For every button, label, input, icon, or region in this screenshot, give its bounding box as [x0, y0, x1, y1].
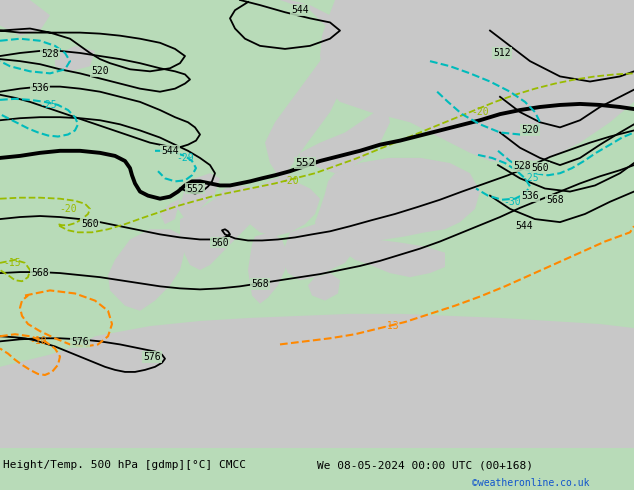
Text: 552: 552	[186, 184, 204, 194]
Text: -30: -30	[503, 197, 521, 207]
Polygon shape	[160, 199, 180, 224]
Text: 552: 552	[295, 158, 315, 168]
Text: -20: -20	[471, 107, 489, 117]
Text: 568: 568	[546, 195, 564, 205]
Polygon shape	[250, 178, 320, 236]
Text: -13: -13	[381, 321, 399, 331]
Text: 576: 576	[143, 352, 161, 362]
Polygon shape	[265, 0, 355, 178]
Text: 560: 560	[211, 238, 229, 247]
Text: Height/Temp. 500 hPa [gdmp][°C] CMCC: Height/Temp. 500 hPa [gdmp][°C] CMCC	[3, 460, 246, 470]
Polygon shape	[55, 46, 95, 72]
Polygon shape	[275, 171, 295, 192]
Polygon shape	[248, 232, 288, 304]
Text: -20: -20	[281, 176, 299, 186]
Text: -15: -15	[3, 258, 21, 268]
Text: 536: 536	[521, 191, 539, 200]
Text: 544: 544	[291, 5, 309, 15]
Text: 520: 520	[91, 66, 109, 76]
Text: We 08-05-2024 00:00 UTC (00+168): We 08-05-2024 00:00 UTC (00+168)	[317, 460, 533, 470]
Text: 560: 560	[531, 163, 549, 173]
Polygon shape	[308, 273, 340, 300]
Text: 568: 568	[251, 279, 269, 289]
Text: 560: 560	[81, 219, 99, 229]
Polygon shape	[180, 185, 265, 270]
Text: -25: -25	[39, 100, 57, 110]
Polygon shape	[0, 314, 634, 448]
Polygon shape	[298, 102, 390, 173]
Text: -29: -29	[176, 153, 194, 163]
Text: 528: 528	[41, 49, 59, 59]
Polygon shape	[178, 173, 220, 219]
Text: -25: -25	[521, 173, 539, 183]
Text: 544: 544	[161, 146, 179, 156]
Text: 520: 520	[521, 125, 539, 135]
Polygon shape	[108, 229, 185, 311]
Text: 528: 528	[513, 161, 531, 171]
Text: ©weatheronline.co.uk: ©weatheronline.co.uk	[472, 478, 590, 488]
Text: -10: -10	[29, 336, 47, 346]
Text: 568: 568	[31, 268, 49, 278]
Text: 536: 536	[31, 83, 49, 93]
Polygon shape	[282, 219, 360, 280]
Polygon shape	[345, 240, 445, 277]
Text: 544: 544	[515, 221, 533, 231]
Polygon shape	[320, 0, 634, 163]
Polygon shape	[348, 158, 460, 226]
Text: 512: 512	[493, 48, 511, 58]
Text: 576: 576	[71, 338, 89, 347]
Polygon shape	[0, 0, 50, 36]
Polygon shape	[315, 158, 480, 245]
Text: -20: -20	[59, 204, 77, 214]
